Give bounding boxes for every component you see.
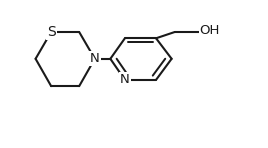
Text: N: N — [90, 52, 100, 65]
Text: OH: OH — [200, 24, 220, 37]
Text: S: S — [47, 25, 55, 39]
Text: N: N — [120, 73, 130, 86]
